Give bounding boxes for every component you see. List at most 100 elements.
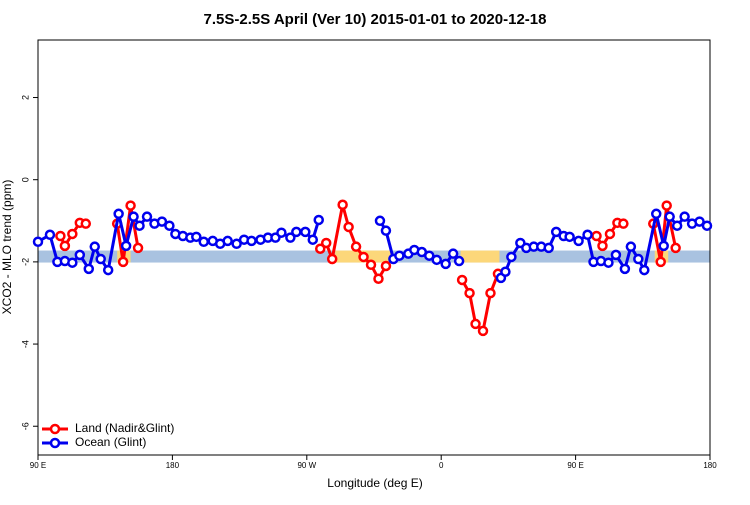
data-point <box>650 208 662 220</box>
data-point <box>543 242 554 254</box>
x-tick-label: 90 W <box>297 461 316 470</box>
data-point <box>326 253 338 265</box>
data-point <box>550 226 562 238</box>
y-tick-label: -6 <box>20 422 30 430</box>
series-line <box>319 204 388 282</box>
y-tick-label: 2 <box>20 95 30 100</box>
data-point <box>655 256 666 268</box>
x-tick-label: 0 <box>439 461 444 470</box>
series-line <box>115 205 140 263</box>
data-point <box>661 200 672 211</box>
data-point <box>231 238 242 250</box>
x-axis-label: Longitude (deg E) <box>327 476 422 490</box>
data-point <box>314 243 326 254</box>
data-point <box>337 199 348 211</box>
data-point <box>74 249 86 261</box>
data-point <box>222 235 233 247</box>
data-point <box>447 248 459 259</box>
data-point <box>658 240 669 252</box>
data-point <box>394 250 405 261</box>
data-point <box>125 200 136 211</box>
data-point <box>134 220 145 231</box>
y-tick-label: -4 <box>20 340 30 348</box>
data-point <box>358 251 369 263</box>
data-point <box>456 274 468 286</box>
data-point <box>679 211 690 222</box>
data-point <box>343 221 354 233</box>
data-point <box>44 229 56 241</box>
data-point <box>603 257 614 268</box>
data-point <box>120 240 132 252</box>
data-point <box>639 264 650 276</box>
chart-title: 7.5S-2.5S April (Ver 10) 2015-01-01 to 2… <box>204 11 547 28</box>
data-point <box>625 241 637 252</box>
data-point <box>156 216 168 227</box>
data-point <box>132 242 144 254</box>
data-point <box>67 257 78 268</box>
data-point <box>198 236 210 247</box>
data-point <box>164 220 175 231</box>
data-point <box>374 215 386 227</box>
data-point <box>67 228 78 240</box>
legend-marker <box>49 423 61 435</box>
y-tick-label: 0 <box>20 177 30 182</box>
legend-label: Ocean (Glint) <box>75 435 146 449</box>
data-point <box>313 214 324 226</box>
data-point <box>453 255 465 267</box>
data-point <box>440 258 451 270</box>
data-point <box>113 208 124 220</box>
data-point <box>117 256 129 268</box>
data-point <box>694 216 705 227</box>
data-point <box>102 264 114 276</box>
data-point <box>618 218 629 229</box>
data-point <box>470 318 481 330</box>
x-tick-label: 90 E <box>567 461 583 470</box>
data-point <box>582 229 593 241</box>
series-line <box>651 205 678 263</box>
data-point <box>506 251 517 263</box>
data-point <box>485 287 496 299</box>
data-point <box>89 241 100 252</box>
data-point <box>285 232 296 243</box>
reference-band <box>460 250 500 263</box>
data-point <box>32 236 44 247</box>
data-point <box>83 263 95 275</box>
data-point <box>431 254 442 266</box>
data-point <box>300 226 311 238</box>
plot-frame <box>37 39 711 456</box>
data-point <box>246 235 257 247</box>
data-point <box>141 211 153 222</box>
data-point <box>276 227 287 238</box>
data-point <box>380 225 392 236</box>
data-point <box>424 250 435 261</box>
data-point <box>320 237 332 249</box>
data-point <box>671 220 683 231</box>
data-point <box>80 218 92 229</box>
y-axis-label: XCO2 - MLO trend (ppm) <box>0 180 14 315</box>
data-point <box>610 249 622 261</box>
data-point <box>564 231 575 243</box>
x-tick-label: 180 <box>166 461 180 470</box>
data-point <box>128 211 139 222</box>
data-point <box>597 240 608 252</box>
data-point <box>365 259 377 271</box>
data-point <box>380 260 392 272</box>
data-point <box>701 220 713 231</box>
data-point <box>573 235 584 247</box>
data-point <box>55 230 66 242</box>
y-tick-label: -2 <box>20 258 30 266</box>
data-point <box>464 287 475 299</box>
data-point <box>670 242 681 254</box>
legend-marker <box>49 437 61 449</box>
data-point <box>604 228 616 240</box>
data-point <box>291 226 302 238</box>
data-point <box>95 253 106 265</box>
x-tick-label: 180 <box>703 461 717 470</box>
data-point <box>477 325 489 337</box>
data-point <box>191 231 202 243</box>
data-point <box>591 230 602 242</box>
x-tick-label: 90 E <box>30 461 46 470</box>
legend-label: Land (Nadir&Glint) <box>75 421 174 435</box>
data-point <box>500 266 511 277</box>
